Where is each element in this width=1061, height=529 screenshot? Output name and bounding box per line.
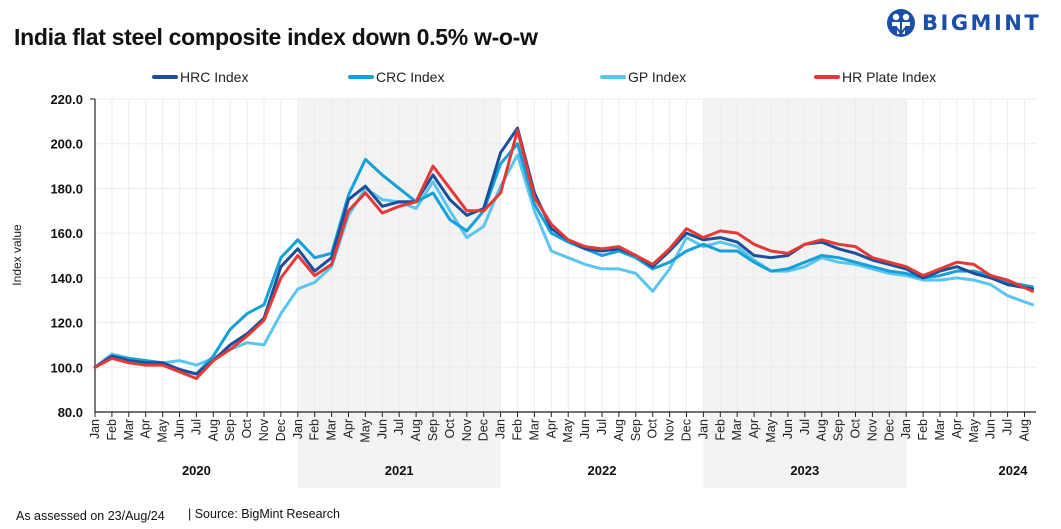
x-tick-label: Apr xyxy=(747,419,761,438)
x-tick-label: Aug xyxy=(815,419,829,441)
assessed-date: As assessed on 23/Aug/24 xyxy=(16,509,165,523)
y-tick-label: 140.0 xyxy=(50,271,83,286)
x-tick-label: Apr xyxy=(342,419,356,438)
series-line-gp xyxy=(93,153,1034,369)
x-tick-label: Jul xyxy=(798,419,812,435)
y-axis-label: Index value xyxy=(10,224,24,286)
year-label: 2024 xyxy=(999,463,1029,478)
year-label: 2021 xyxy=(385,463,414,478)
x-tick-label: Apr xyxy=(544,419,558,438)
x-tick-label: Nov xyxy=(460,418,474,441)
x-tick-label: Jun xyxy=(781,419,795,439)
x-tick-label: Aug xyxy=(1018,419,1032,441)
x-tick-label: May xyxy=(561,418,575,442)
x-tick-label: Jan xyxy=(291,419,305,439)
source-note: | Source: BigMint Research xyxy=(188,507,340,521)
series-line-crc xyxy=(93,142,1034,376)
x-tick-label: May xyxy=(967,418,981,442)
y-tick-label: 80.0 xyxy=(58,405,83,420)
x-tick-label: Oct xyxy=(240,418,254,438)
x-tick-label: Apr xyxy=(950,419,964,438)
x-tick-label: Apr xyxy=(139,419,153,438)
x-tick-label: Sep xyxy=(223,419,237,441)
x-tick-label: Jun xyxy=(984,419,998,439)
legend-label: GP Index xyxy=(628,69,687,85)
x-tick-label: Jan xyxy=(696,419,710,439)
x-tick-label: Oct xyxy=(646,418,660,438)
x-tick-label: Aug xyxy=(409,419,423,441)
x-tick-label: Jul xyxy=(595,419,609,435)
legend-swatch-hrc xyxy=(152,75,178,79)
bigmint-logo: BIGMINT xyxy=(886,8,1041,38)
legend-swatch-gp xyxy=(600,75,626,79)
legend-item-hrplate[interactable]: HR Plate Index xyxy=(814,69,936,85)
chart-legend: HRC Index CRC Index GP Index HR Plate In… xyxy=(0,69,1061,87)
y-tick-label: 220.0 xyxy=(50,92,83,107)
brand-name: BIGMINT xyxy=(922,11,1042,35)
x-tick-label: Mar xyxy=(933,419,947,441)
y-tick-label: 160.0 xyxy=(50,226,83,241)
legend-item-gp[interactable]: GP Index xyxy=(600,69,686,85)
x-tick-label: Feb xyxy=(105,419,119,441)
y-tick-label: 100.0 xyxy=(50,360,83,375)
chart-title: India flat steel composite index down 0.… xyxy=(14,24,538,50)
x-tick-label: Jun xyxy=(375,419,389,439)
x-tick-label: Mar xyxy=(122,419,136,441)
x-tick-label: Sep xyxy=(832,419,846,441)
x-tick-label: Mar xyxy=(325,419,339,441)
x-tick-label: Dec xyxy=(882,419,896,441)
x-tick-label: Sep xyxy=(426,419,440,441)
y-tick-label: 180.0 xyxy=(50,181,83,196)
bigmint-logo-icon xyxy=(887,9,915,37)
year-label: 2022 xyxy=(588,463,617,478)
x-tick-label: Feb xyxy=(308,419,322,441)
x-tick-label: Jul xyxy=(189,419,203,435)
x-tick-label: Dec xyxy=(274,419,288,441)
x-tick-label: Dec xyxy=(680,419,694,441)
x-tick-label: Mar xyxy=(730,419,744,441)
x-tick-label: Aug xyxy=(612,419,626,441)
legend-label: CRC Index xyxy=(376,69,445,85)
x-tick-label: Nov xyxy=(257,418,271,441)
x-tick-label: Feb xyxy=(916,419,930,441)
x-tick-label: Jan xyxy=(494,419,508,439)
legend-label: HR Plate Index xyxy=(842,69,937,85)
year-label: 2023 xyxy=(790,463,819,478)
x-tick-label: May xyxy=(358,418,372,442)
x-tick-label: Sep xyxy=(629,419,643,441)
x-tick-label: Oct xyxy=(849,418,863,438)
legend-swatch-hrplate xyxy=(814,75,840,79)
x-tick-label: Jul xyxy=(392,419,406,435)
x-tick-label: Jun xyxy=(173,419,187,439)
series-line-hrc xyxy=(93,126,1034,376)
x-tick-label: Oct xyxy=(443,418,457,438)
x-tick-label: Nov xyxy=(865,418,879,441)
x-tick-label: Mar xyxy=(527,419,541,441)
legend-label: HRC Index xyxy=(180,69,249,85)
x-tick-label: May xyxy=(156,418,170,442)
x-tick-label: Aug xyxy=(206,419,220,441)
legend-swatch-crc xyxy=(348,75,374,79)
year-label: 2020 xyxy=(182,463,211,478)
x-tick-label: Nov xyxy=(663,418,677,441)
x-tick-label: Dec xyxy=(477,419,491,441)
legend-item-hrc[interactable]: HRC Index xyxy=(152,69,248,85)
y-tick-label: 120.0 xyxy=(50,316,83,331)
x-tick-label: Feb xyxy=(511,419,525,441)
x-tick-label: Jul xyxy=(1001,419,1015,435)
series-line-hrplate xyxy=(93,128,1034,380)
x-tick-label: May xyxy=(764,418,778,442)
x-tick-label: Jan xyxy=(899,419,913,439)
x-tick-label: Jun xyxy=(578,419,592,439)
x-tick-label: Jan xyxy=(88,419,102,439)
legend-item-crc[interactable]: CRC Index xyxy=(348,69,444,85)
y-tick-label: 200.0 xyxy=(50,137,83,152)
x-tick-label: Feb xyxy=(713,419,727,441)
